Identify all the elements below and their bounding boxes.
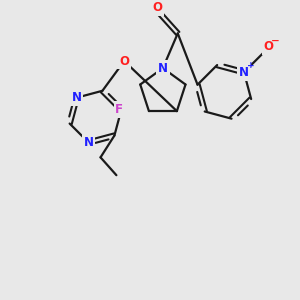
Text: O: O	[152, 1, 162, 14]
Text: N: N	[72, 91, 82, 104]
Text: N: N	[158, 61, 168, 75]
Text: F: F	[116, 103, 123, 116]
Text: +: +	[247, 61, 255, 70]
Text: −: −	[271, 35, 280, 46]
Text: O: O	[119, 55, 129, 68]
Text: O: O	[264, 40, 274, 53]
Text: N: N	[84, 136, 94, 149]
Text: N: N	[239, 66, 249, 79]
